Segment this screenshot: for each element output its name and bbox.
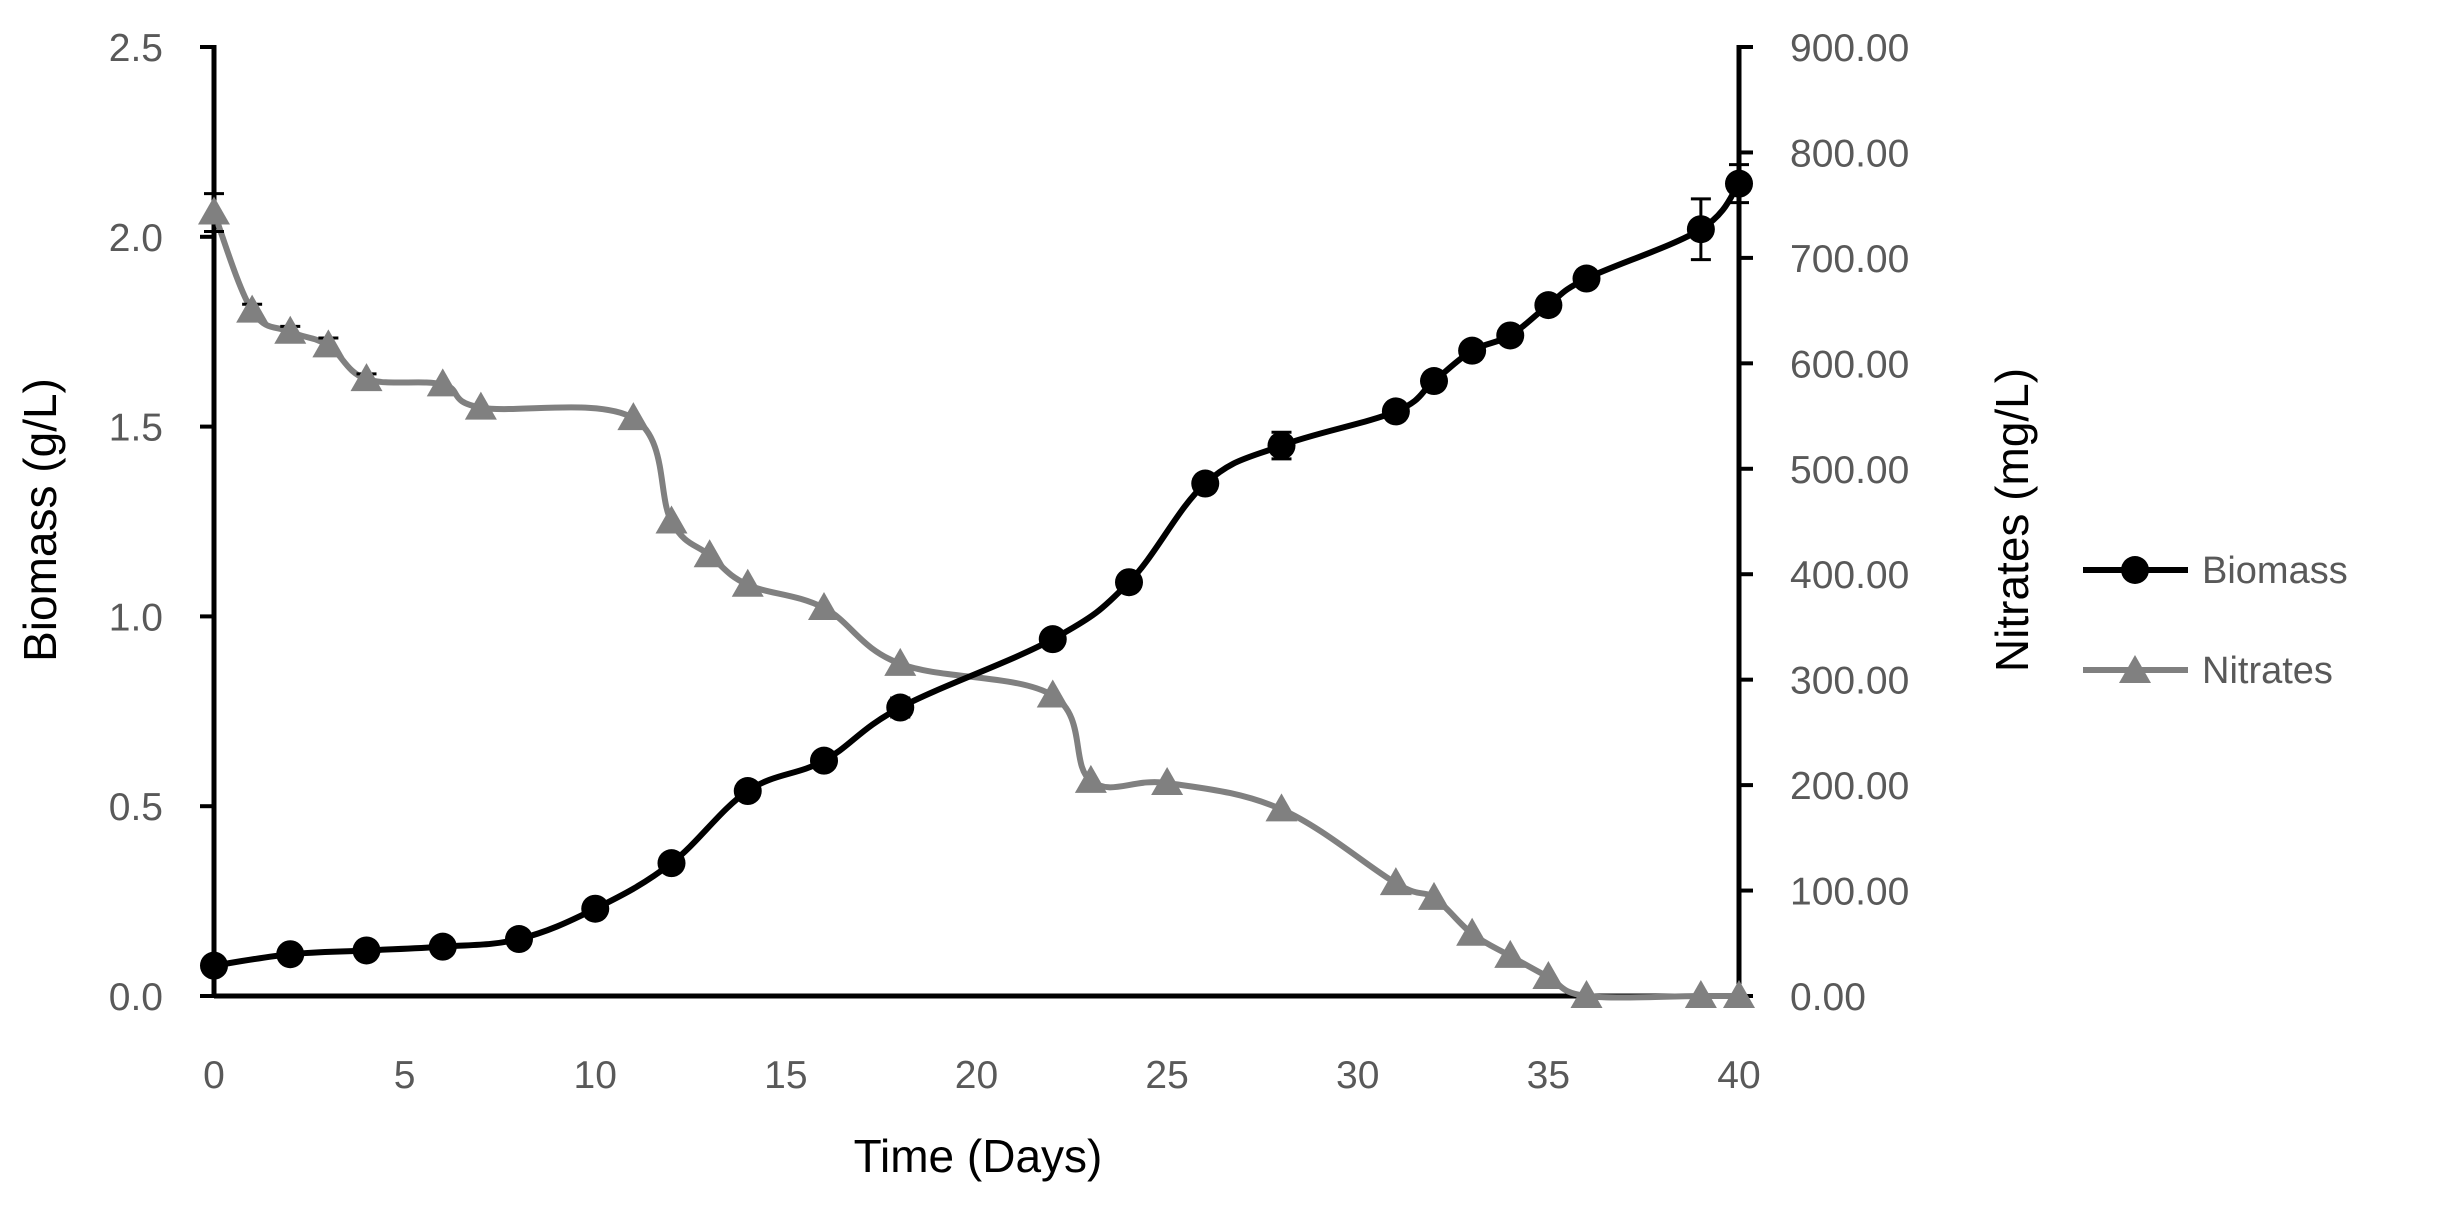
data-point-biomass <box>1458 336 1487 365</box>
data-point-biomass <box>1191 469 1220 498</box>
data-point-nitrates <box>1456 917 1489 946</box>
x-tick-label: 40 <box>1717 1054 1760 1097</box>
data-point-biomass <box>886 693 915 722</box>
data-point-biomass <box>352 936 381 965</box>
data-point-biomass <box>505 925 533 954</box>
data-point-biomass <box>1381 397 1410 426</box>
legend-swatch-nitrates-marker <box>2119 655 2151 683</box>
series-line-biomass <box>211 180 1742 969</box>
y-tick-label: 2.0 <box>109 217 163 260</box>
data-point-biomass <box>657 849 686 878</box>
data-point-nitrates <box>617 402 650 431</box>
data-point-nitrates <box>808 591 840 620</box>
axes-layer: 0 5 10 15 20 25 30 35 40 0.0 0.5 1.0 1.5 2.0 2.5 0.00 10… <box>109 27 1910 1097</box>
data-point-nitrates <box>236 294 269 323</box>
data-point-nitrates <box>1151 767 1184 796</box>
data-point-nitrates <box>312 329 345 358</box>
data-point-biomass <box>1267 431 1296 460</box>
y2-tick-label: 900.00 <box>1790 27 1909 70</box>
x-tick-label: 35 <box>1527 1054 1570 1097</box>
y2-tick-label: 500.00 <box>1790 449 1909 492</box>
data-point-nitrates <box>1074 764 1107 793</box>
y-axis-title: Biomass (g/L) <box>14 378 66 662</box>
y-tick-label: 0.0 <box>109 976 163 1019</box>
x-tick-label: 30 <box>1336 1054 1379 1097</box>
data-point-biomass <box>581 894 610 923</box>
data-point-biomass <box>1496 321 1525 350</box>
labels-layer: Time (Days) Biomass (g/L) Nitrates (mg/L… <box>14 368 2038 1182</box>
data-point-biomass <box>1534 291 1563 320</box>
series-layer <box>198 163 1755 1008</box>
x-tick-label: 10 <box>574 1054 617 1097</box>
data-point-nitrates <box>274 315 307 344</box>
data-point-biomass <box>1572 264 1601 293</box>
data-point-biomass <box>810 746 838 775</box>
y-tick-label: 0.5 <box>109 786 163 829</box>
data-point-nitrates <box>350 363 383 392</box>
x-tick-label: 25 <box>1145 1054 1188 1097</box>
data-point-biomass <box>200 951 228 980</box>
y-tick-label: 1.0 <box>109 596 163 639</box>
y2-tick-label: 0.00 <box>1790 976 1866 1019</box>
x-tick-label: 0 <box>203 1054 225 1097</box>
data-point-nitrates <box>1684 980 1717 1008</box>
data-point-nitrates <box>1036 679 1069 708</box>
y2-tick-label: 600.00 <box>1790 343 1909 386</box>
data-point-biomass <box>1115 568 1143 597</box>
data-point-biomass <box>733 777 762 806</box>
y2-tick-label: 300.00 <box>1790 660 1909 703</box>
y-tick-label: 1.5 <box>109 407 163 450</box>
legend-label-biomass: Biomass <box>2202 550 2348 592</box>
data-point-biomass <box>428 932 457 961</box>
data-point-biomass <box>1038 625 1067 654</box>
legend-swatch-biomass-marker <box>2121 556 2149 584</box>
y2-axis-title: Nitrates (mg/L) <box>1986 368 2038 672</box>
data-point-nitrates <box>1494 939 1527 968</box>
data-point-nitrates <box>464 391 497 420</box>
data-point-nitrates <box>1265 793 1298 822</box>
data-point-nitrates <box>1418 881 1450 910</box>
series-nitrates <box>198 192 1755 1008</box>
y2-tick-label: 200.00 <box>1790 765 1909 808</box>
data-point-biomass <box>1725 169 1753 198</box>
data-point-nitrates <box>198 196 230 225</box>
legend-label-nitrates: Nitrates <box>2202 650 2333 692</box>
data-point-nitrates <box>1379 867 1412 896</box>
x-tick-label: 5 <box>394 1054 416 1097</box>
x-tick-label: 15 <box>764 1054 807 1097</box>
data-point-nitrates <box>1723 980 1755 1008</box>
x-tick-label: 20 <box>955 1054 998 1097</box>
data-point-nitrates <box>426 368 459 397</box>
data-point-biomass <box>1686 215 1715 244</box>
series-biomass <box>200 163 1753 980</box>
data-point-nitrates <box>655 505 688 534</box>
data-point-nitrates <box>1570 980 1603 1008</box>
y2-tick-label: 100.00 <box>1790 871 1909 914</box>
data-point-nitrates <box>884 647 917 676</box>
y2-tick-label: 800.00 <box>1790 132 1909 175</box>
x-axis-title: Time (Days) <box>854 1130 1103 1182</box>
y2-tick-label: 400.00 <box>1790 554 1909 597</box>
data-point-nitrates <box>731 568 764 597</box>
data-point-biomass <box>1420 367 1448 396</box>
y2-tick-label: 700.00 <box>1790 238 1909 281</box>
legend: Biomass Nitrates <box>2083 550 2348 692</box>
data-point-nitrates <box>693 539 726 568</box>
data-point-nitrates <box>1532 961 1565 990</box>
data-point-biomass <box>276 940 305 969</box>
y-tick-label: 2.5 <box>109 27 163 70</box>
